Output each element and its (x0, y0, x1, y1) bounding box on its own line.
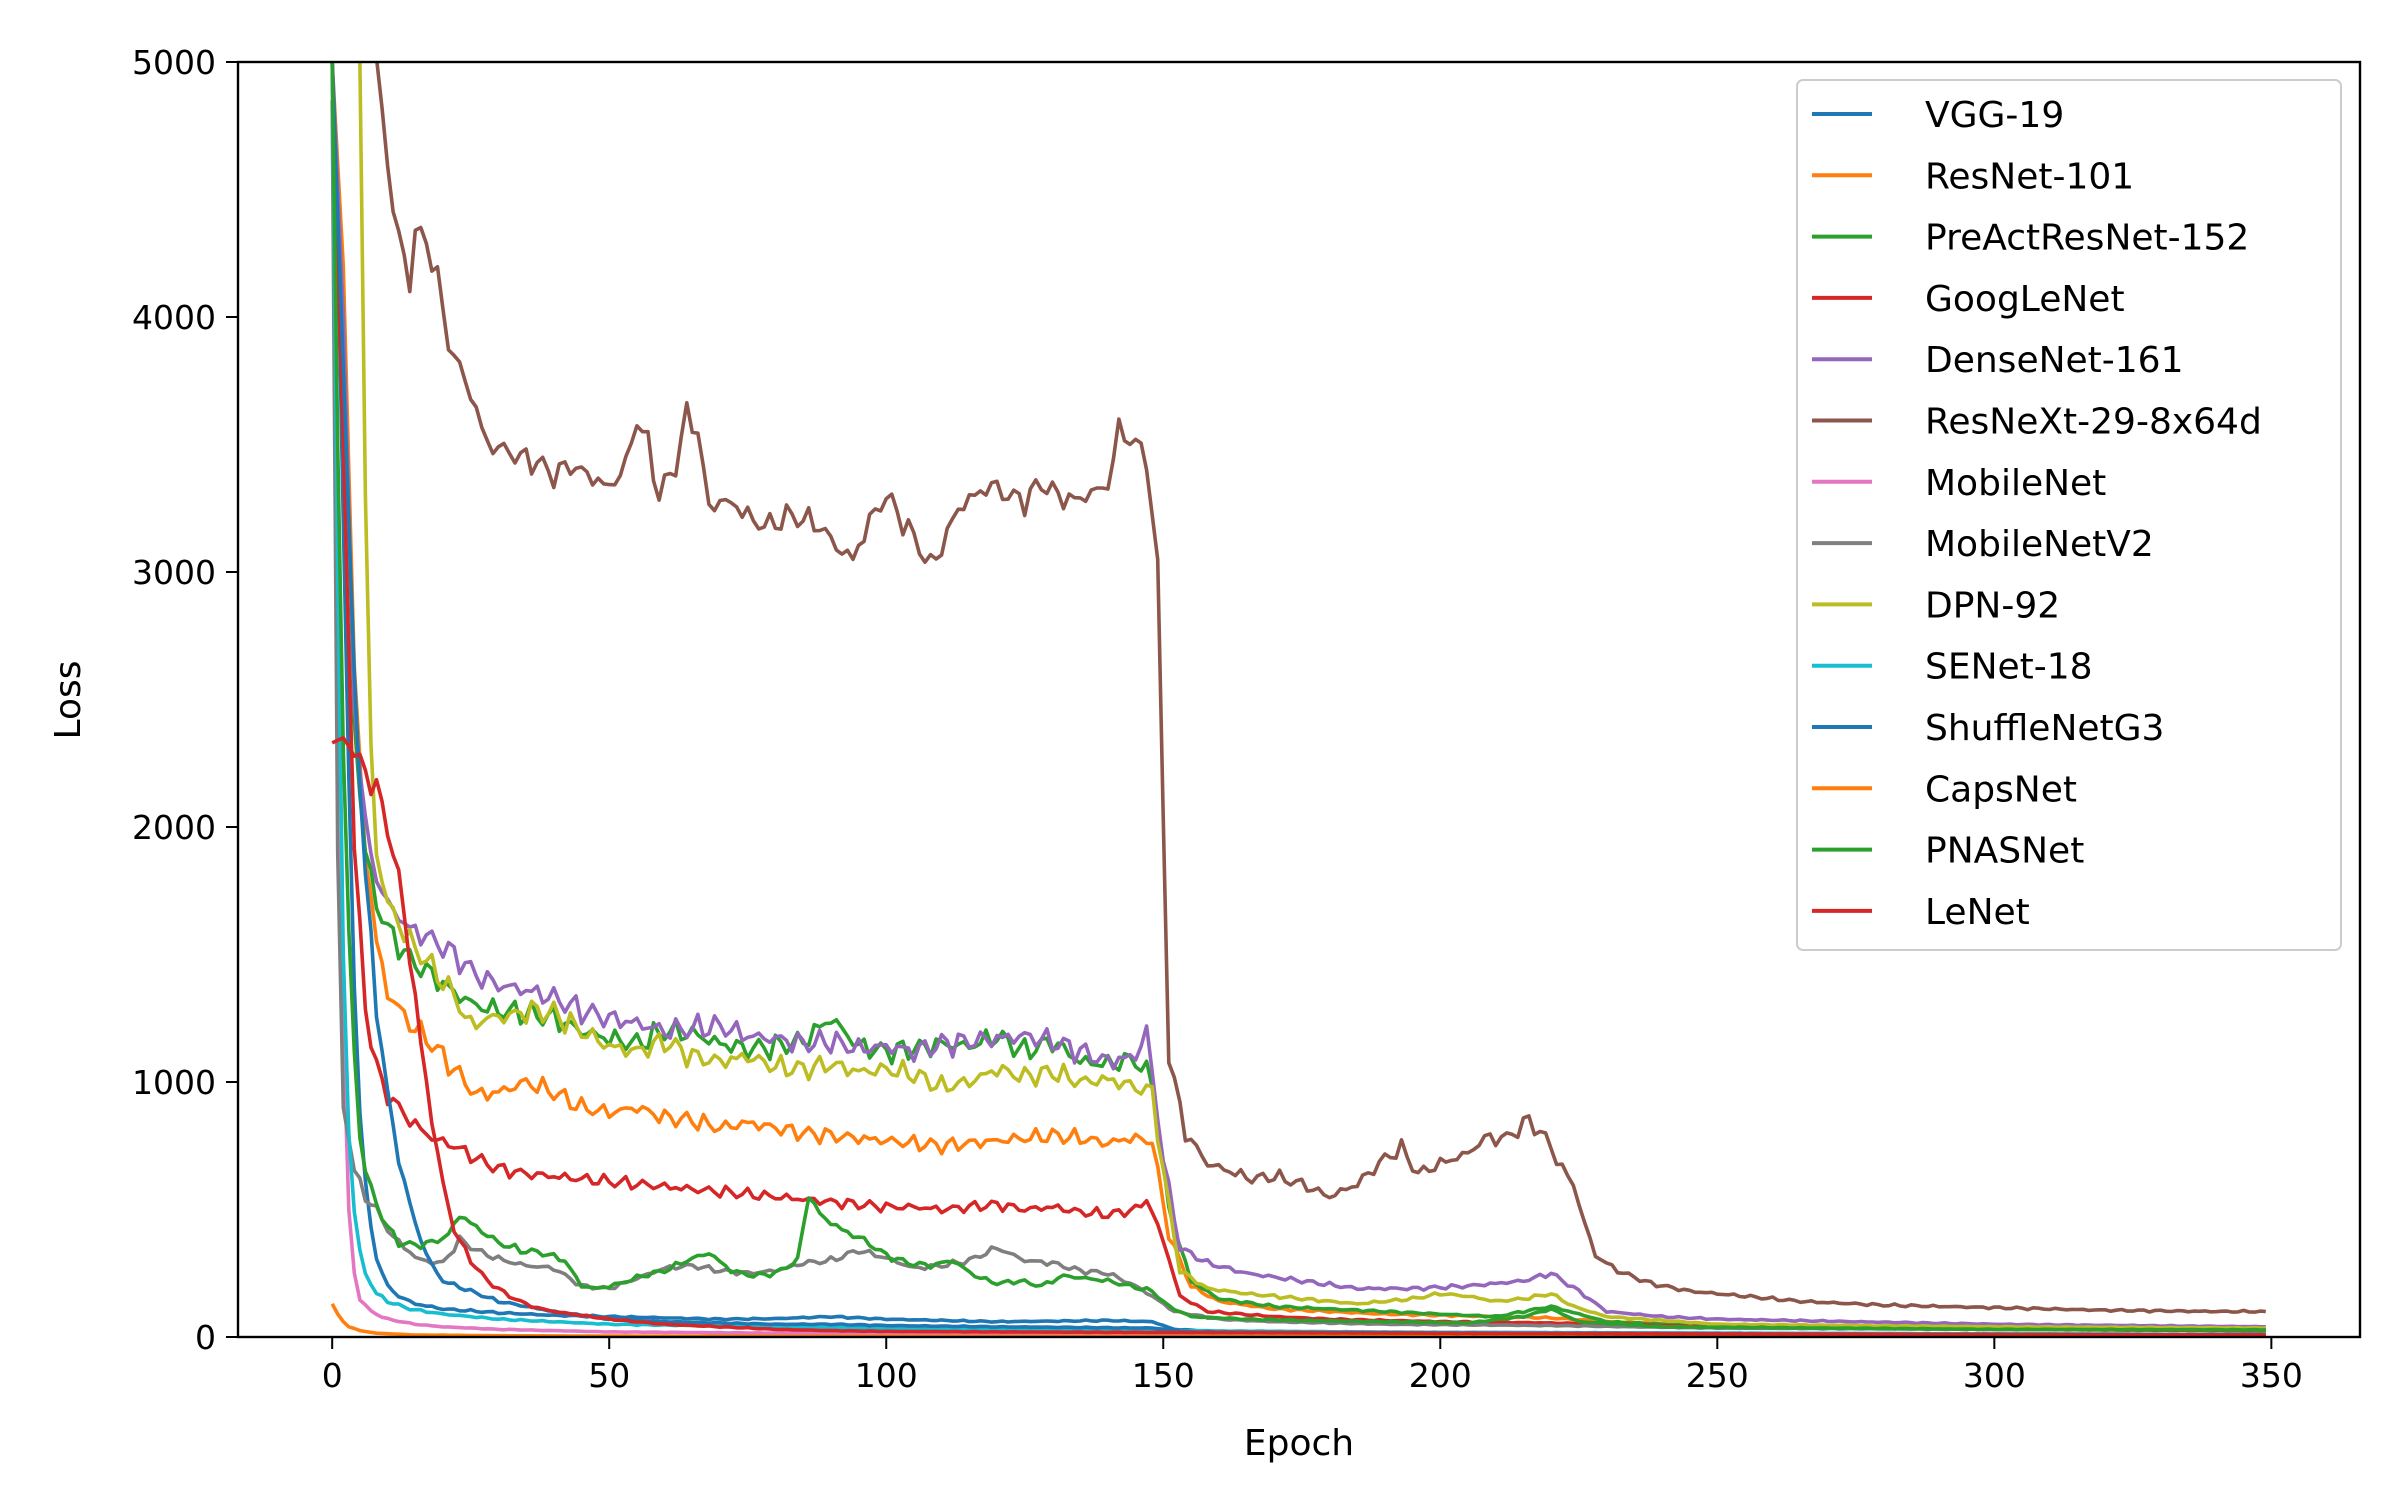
plot-frame (236, 60, 2362, 1339)
legend-item-pnasnet: PNASNet (1812, 831, 2084, 872)
legend-item-lenet: LeNet (1812, 892, 2030, 933)
legend-item-senet-18: SENet-18 (1812, 647, 2093, 688)
x-tick-label: 300 (1963, 1356, 2026, 1395)
legend-item-shufflenetg3: ShuffleNetG3 (1812, 708, 2164, 749)
series-line-resnext-29-8x64d (375, 62, 2266, 1314)
y-axis-ticks: 0 1000 2000 3000 4000 5000 (132, 43, 238, 1357)
legend-item-resnext-29-8x64d: ResNeXt-29-8x64d (1812, 402, 2262, 443)
y-tick-label: 5000 (132, 43, 216, 82)
y-tick-label: 1000 (132, 1063, 216, 1102)
legend-label: DPN-92 (1925, 585, 2060, 626)
legend-label: ResNet-101 (1925, 156, 2134, 197)
legend-box (1796, 79, 2342, 951)
y-tick-label: 3000 (132, 553, 216, 592)
legend-item-vgg-19: VGG-19 (1812, 95, 2064, 136)
legend-item-mobilenetv2: MobileNetV2 (1812, 524, 2154, 565)
legend-label: ResNeXt-29-8x64d (1925, 402, 2262, 443)
x-tick-label: 150 (1132, 1356, 1195, 1395)
x-tick-label: 0 (322, 1356, 343, 1395)
x-tick-label: 100 (855, 1356, 918, 1395)
y-tick-label: 2000 (132, 808, 216, 847)
legend-label: PNASNet (1925, 831, 2084, 872)
legend-label: MobileNetV2 (1925, 524, 2154, 565)
y-tick-label: 0 (195, 1318, 216, 1357)
legend-item-densenet-161: DenseNet-161 (1812, 340, 2184, 381)
legend-item-dpn-92: DPN-92 (1812, 585, 2060, 626)
x-tick-label: 350 (2240, 1356, 2303, 1395)
legend-item-mobilenet: MobileNet (1812, 463, 2106, 504)
x-tick-label: 50 (588, 1356, 630, 1395)
legend: VGG-19 ResNet-101 PreActResNet-152 GoogLeNe… (1796, 79, 2342, 951)
legend-item-preactresnet-152: PreActResNet-152 (1812, 218, 2249, 259)
legend-label: DenseNet-161 (1925, 340, 2184, 381)
legend-label: PreActResNet-152 (1925, 218, 2249, 259)
legend-label: VGG-19 (1925, 95, 2064, 136)
x-tick-label: 250 (1686, 1356, 1749, 1395)
legend-item-capsnet: CapsNet (1812, 769, 2077, 810)
series-line-densenet-161 (330, 62, 2266, 1329)
y-tick-label: 4000 (132, 298, 216, 337)
legend-label: GoogLeNet (1925, 279, 2125, 320)
y-axis-label: Loss (48, 661, 89, 740)
legend-item-resnet-101: ResNet-101 (1812, 156, 2134, 197)
series-line-lenet (331, 736, 2266, 1337)
legend-label: MobileNet (1925, 463, 2106, 504)
legend-label: ShuffleNetG3 (1925, 708, 2164, 749)
legend-label: CapsNet (1925, 769, 2077, 810)
x-tick-label: 200 (1409, 1356, 1472, 1395)
series-line-dpn-92 (358, 62, 2266, 1331)
x-axis-ticks: 0 50 100 150 200 250 300 350 (322, 1337, 2303, 1395)
legend-label: LeNet (1925, 892, 2030, 933)
x-axis-label: Epoch (1244, 1423, 1354, 1464)
series-line-pnasnet (330, 62, 2266, 1332)
legend-label: SENet-18 (1925, 647, 2093, 688)
legend-item-googlenet: GoogLeNet (1812, 279, 2125, 320)
